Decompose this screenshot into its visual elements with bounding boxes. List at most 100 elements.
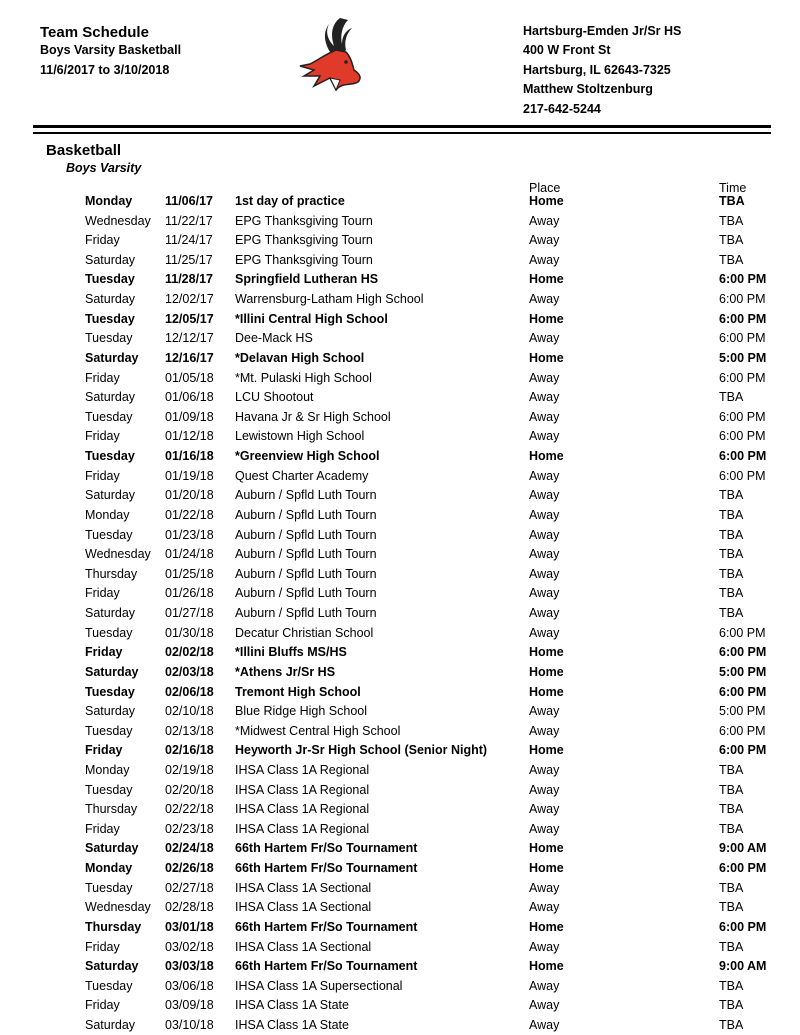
row-date: 11/24/17 <box>165 233 213 248</box>
schedule-row: Saturday 02/03/18 *Athens Jr/Sr HS Home 5:00… <box>0 665 800 684</box>
row-opponent: 1st day of practice <box>235 194 345 208</box>
row-date: 03/01/18 <box>165 919 214 934</box>
schedule-row: Friday 03/09/18 IHSA Class 1A State Away TBA <box>0 998 800 1017</box>
row-time: TBA <box>719 527 744 542</box>
row-time: 9:00 AM <box>719 959 767 974</box>
row-place: Away <box>529 704 560 719</box>
row-time: TBA <box>719 233 744 248</box>
row-day: Saturday <box>85 841 139 856</box>
row-time: TBA <box>719 880 744 895</box>
row-place: Away <box>529 900 560 915</box>
schedule-row: Monday 01/22/18 Auburn / Spfld Luth Tourn A… <box>0 508 800 527</box>
row-opponent: EPG Thanksgiving Tourn <box>235 252 373 267</box>
row-opponent: 66th Hartem Fr/So Tournament <box>235 861 418 876</box>
row-day: Thursday <box>85 566 138 581</box>
schedule-row: Tuesday 12/12/17 Dee-Mack HS Away 6:00 PM <box>0 331 800 350</box>
row-time: TBA <box>719 900 744 915</box>
row-time: 6:00 PM <box>719 468 766 483</box>
row-date: 02/19/18 <box>165 762 214 777</box>
row-time: 6:00 PM <box>719 370 766 385</box>
row-date: 02/03/18 <box>165 664 214 679</box>
row-time: TBA <box>719 762 744 777</box>
schedule-row: Wednesday 01/24/18 Auburn / Spfld Luth Tou… <box>0 547 800 566</box>
row-day: Friday <box>85 468 120 483</box>
row-place: Home <box>529 350 564 365</box>
row-opponent: Auburn / Spfld Luth Tourn <box>235 586 377 601</box>
row-time: 6:00 PM <box>719 919 767 934</box>
row-day: Tuesday <box>85 449 135 464</box>
row-day: Monday <box>85 762 130 777</box>
row-date: 03/02/18 <box>165 939 214 954</box>
row-date: 01/22/18 <box>165 507 214 522</box>
schedule-row: Tuesday 03/06/18 IHSA Class 1A Supersectio… <box>0 979 800 998</box>
row-opponent: Auburn / Spfld Luth Tourn <box>235 527 377 542</box>
row-date: 03/09/18 <box>165 998 214 1013</box>
row-opponent: Blue Ridge High School <box>235 704 368 719</box>
row-time: 6:00 PM <box>719 292 766 307</box>
row-time: 6:00 PM <box>719 861 767 876</box>
row-time: TBA <box>719 802 744 817</box>
row-opponent: Auburn / Spfld Luth Tourn <box>235 547 377 562</box>
row-date: 02/10/18 <box>165 704 214 719</box>
row-opponent: IHSA Class 1A Regional <box>235 782 370 797</box>
header-divider-thick <box>33 125 771 128</box>
row-day: Friday <box>85 645 123 660</box>
row-opponent: 66th Hartem Fr/So Tournament <box>235 841 418 856</box>
row-day: Friday <box>85 233 120 248</box>
row-day: Tuesday <box>85 625 133 640</box>
schedule-row: Wednesday 02/28/18 IHSA Class 1A Sectional… <box>0 900 800 919</box>
row-opponent: IHSA Class 1A Sectional <box>235 900 372 915</box>
schedule-row: Saturday 01/20/18 Auburn / Spfld Luth Tour… <box>0 488 800 507</box>
row-day: Saturday <box>85 488 136 503</box>
row-place: Home <box>529 684 564 699</box>
row-day: Friday <box>85 429 120 444</box>
row-opponent: Auburn / Spfld Luth Tourn <box>235 488 377 503</box>
row-place: Away <box>529 939 560 954</box>
schedule-row: Tuesday 01/09/18 Havana Jr & Sr High Schoo… <box>0 410 800 429</box>
schedule-row: Monday 11/06/17 1st day of practice Home TBA <box>0 194 800 213</box>
row-day: Saturday <box>85 959 139 974</box>
schedule-row: Thursday 01/25/18 Auburn / Spfld Luth Tour… <box>0 567 800 586</box>
deer-mascot-logo <box>299 18 361 92</box>
row-date: 02/22/18 <box>165 802 214 817</box>
schedule-row: Tuesday 01/30/18 Decatur Christian School A… <box>0 626 800 645</box>
schedule-row: Friday 02/16/18 Heyworth Jr-Sr High School… <box>0 743 800 762</box>
row-time: TBA <box>719 606 744 621</box>
row-opponent: IHSA Class 1A Regional <box>235 762 370 777</box>
row-place: Away <box>529 468 560 483</box>
schedule-row: Thursday 02/22/18 IHSA Class 1A Regional Aw… <box>0 802 800 821</box>
row-place: Away <box>529 821 560 836</box>
row-day: Friday <box>85 939 120 954</box>
schedule-row: Saturday 03/10/18 IHSA Class 1A State Away T… <box>0 1018 800 1035</box>
row-date: 02/20/18 <box>165 782 214 797</box>
schedule-row: Wednesday 11/22/17 EPG Thanksgiving Tourn A… <box>0 214 800 233</box>
schedule-row: Saturday 03/03/18 66th Hartem Fr/So Tourna… <box>0 959 800 978</box>
schedule-row: Friday 01/26/18 Auburn / Spfld Luth Tourn A… <box>0 586 800 605</box>
row-opponent: LCU Shootout <box>235 390 314 405</box>
row-date: 03/03/18 <box>165 959 214 974</box>
row-day: Thursday <box>85 919 142 934</box>
row-opponent: EPG Thanksgiving Tourn <box>235 213 373 228</box>
row-day: Saturday <box>85 704 136 719</box>
row-place: Home <box>529 959 564 974</box>
row-time: TBA <box>719 213 744 228</box>
row-time: 5:00 PM <box>719 664 767 679</box>
schedule-row: Tuesday 02/27/18 IHSA Class 1A Sectional Aw… <box>0 881 800 900</box>
row-place: Away <box>529 762 560 777</box>
row-place: Away <box>529 566 560 581</box>
row-place: Home <box>529 919 564 934</box>
doc-title: Team Schedule <box>40 24 149 41</box>
row-opponent: *Mt. Pulaski High School <box>235 370 372 385</box>
row-date: 01/26/18 <box>165 586 214 601</box>
row-day: Thursday <box>85 802 138 817</box>
row-opponent: *Athens Jr/Sr HS <box>235 664 336 679</box>
row-opponent: *Midwest Central High School <box>235 723 401 738</box>
schedule-row: Saturday 02/24/18 66th Hartem Fr/So Tourna… <box>0 841 800 860</box>
row-place: Home <box>529 194 564 208</box>
row-opponent: Havana Jr & Sr High School <box>235 409 391 424</box>
school-city: Hartsburg, IL 62643-7325 <box>523 63 671 77</box>
row-time: TBA <box>719 507 744 522</box>
row-place: Home <box>529 645 564 660</box>
row-date: 01/09/18 <box>165 409 214 424</box>
